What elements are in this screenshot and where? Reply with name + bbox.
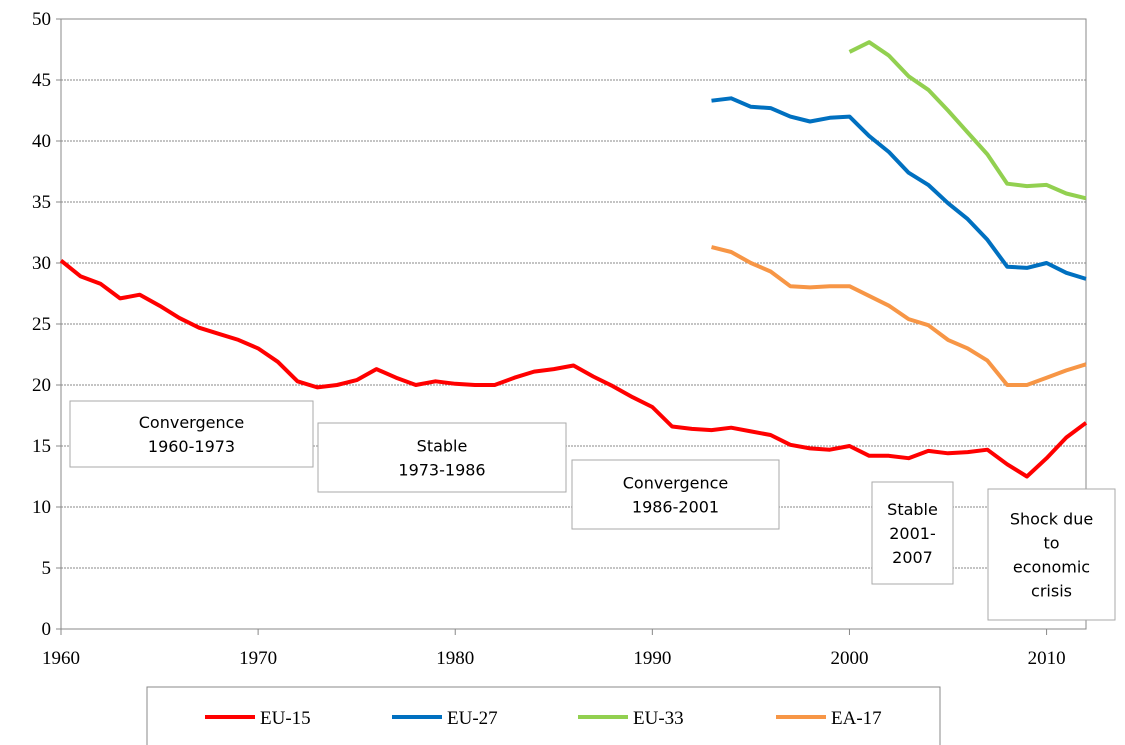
annotation-box	[987, 488, 1116, 621]
plot-frame	[60, 18, 1087, 630]
annotation-text: Shock due	[1010, 510, 1093, 529]
y-tick-label: 45	[32, 70, 51, 91]
y-tick-label: 35	[32, 192, 51, 213]
data-line	[848, 40, 1087, 201]
annotation-text: Stable	[417, 437, 468, 456]
annotation-text: Stable	[887, 500, 938, 519]
data-line	[711, 245, 1087, 387]
annotation-text: crisis	[1031, 582, 1072, 601]
annotation-text: 2007	[892, 548, 933, 567]
annotation-text: 1973-1986	[398, 461, 485, 480]
annotation-box	[69, 400, 314, 468]
y-tick-label: 40	[32, 131, 51, 152]
annotation-text: economic	[1013, 558, 1090, 577]
y-tick-label: 30	[32, 253, 51, 274]
y-tick-label: 25	[32, 314, 51, 335]
annotation-text: 2001-	[889, 524, 936, 543]
annotation-box	[571, 459, 780, 530]
y-tick-label: 50	[32, 9, 51, 30]
x-tick-label: 1980	[436, 648, 474, 669]
x-tick-label: 1990	[633, 648, 671, 669]
x-tick-label: 2000	[830, 648, 868, 669]
y-tick-label: 15	[32, 436, 51, 457]
legend-label: EU-33	[633, 708, 684, 729]
annotation-text: Convergence	[623, 474, 729, 493]
y-tick-label: 10	[32, 497, 51, 518]
data-line	[711, 96, 1087, 281]
annotation-box	[317, 422, 567, 493]
annotation-text: 1986-2001	[632, 498, 719, 517]
annotation-text: to	[1043, 534, 1059, 553]
annotation-text: 1960-1973	[148, 437, 235, 456]
annotation-text: Convergence	[139, 413, 245, 432]
data-line	[59, 259, 1088, 479]
x-tick-label: 1960	[42, 648, 80, 669]
legend-label: EU-27	[447, 708, 498, 729]
y-tick-label: 20	[32, 375, 51, 396]
legend-label: EA-17	[831, 708, 882, 729]
x-tick-label: 1970	[239, 648, 277, 669]
x-tick-label: 2010	[1028, 648, 1066, 669]
y-tick-label: 0	[42, 619, 52, 640]
annotation-box	[871, 481, 954, 585]
y-tick-label: 5	[42, 558, 52, 579]
legend-label: EU-15	[260, 708, 311, 729]
